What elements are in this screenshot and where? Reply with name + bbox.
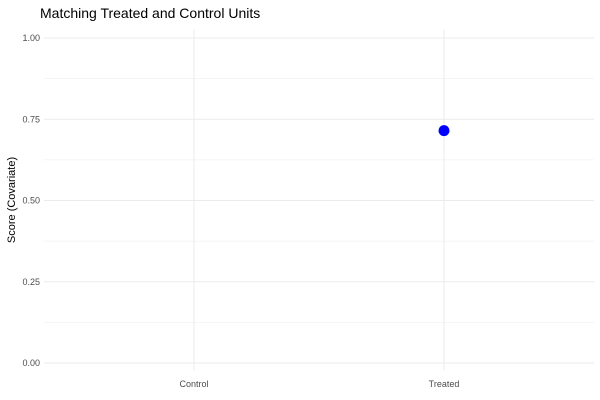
y-tick-label: 0.75 [22,114,40,124]
grid-lines [44,30,594,370]
chart-title: Matching Treated and Control Units [40,5,260,21]
axis-ticks: 0.00 0.25 0.50 0.75 1.00 Control Treated [22,33,459,389]
y-axis-title: Score (Covariate) [6,157,18,243]
y-tick-label: 0.25 [22,277,40,287]
y-tick-label: 0.00 [22,358,40,368]
data-points [438,125,450,137]
x-tick-label: Treated [429,379,460,389]
y-tick-label: 0.50 [22,196,40,206]
x-tick-label: Control [179,379,208,389]
data-point [438,125,450,137]
y-tick-label: 1.00 [22,33,40,43]
